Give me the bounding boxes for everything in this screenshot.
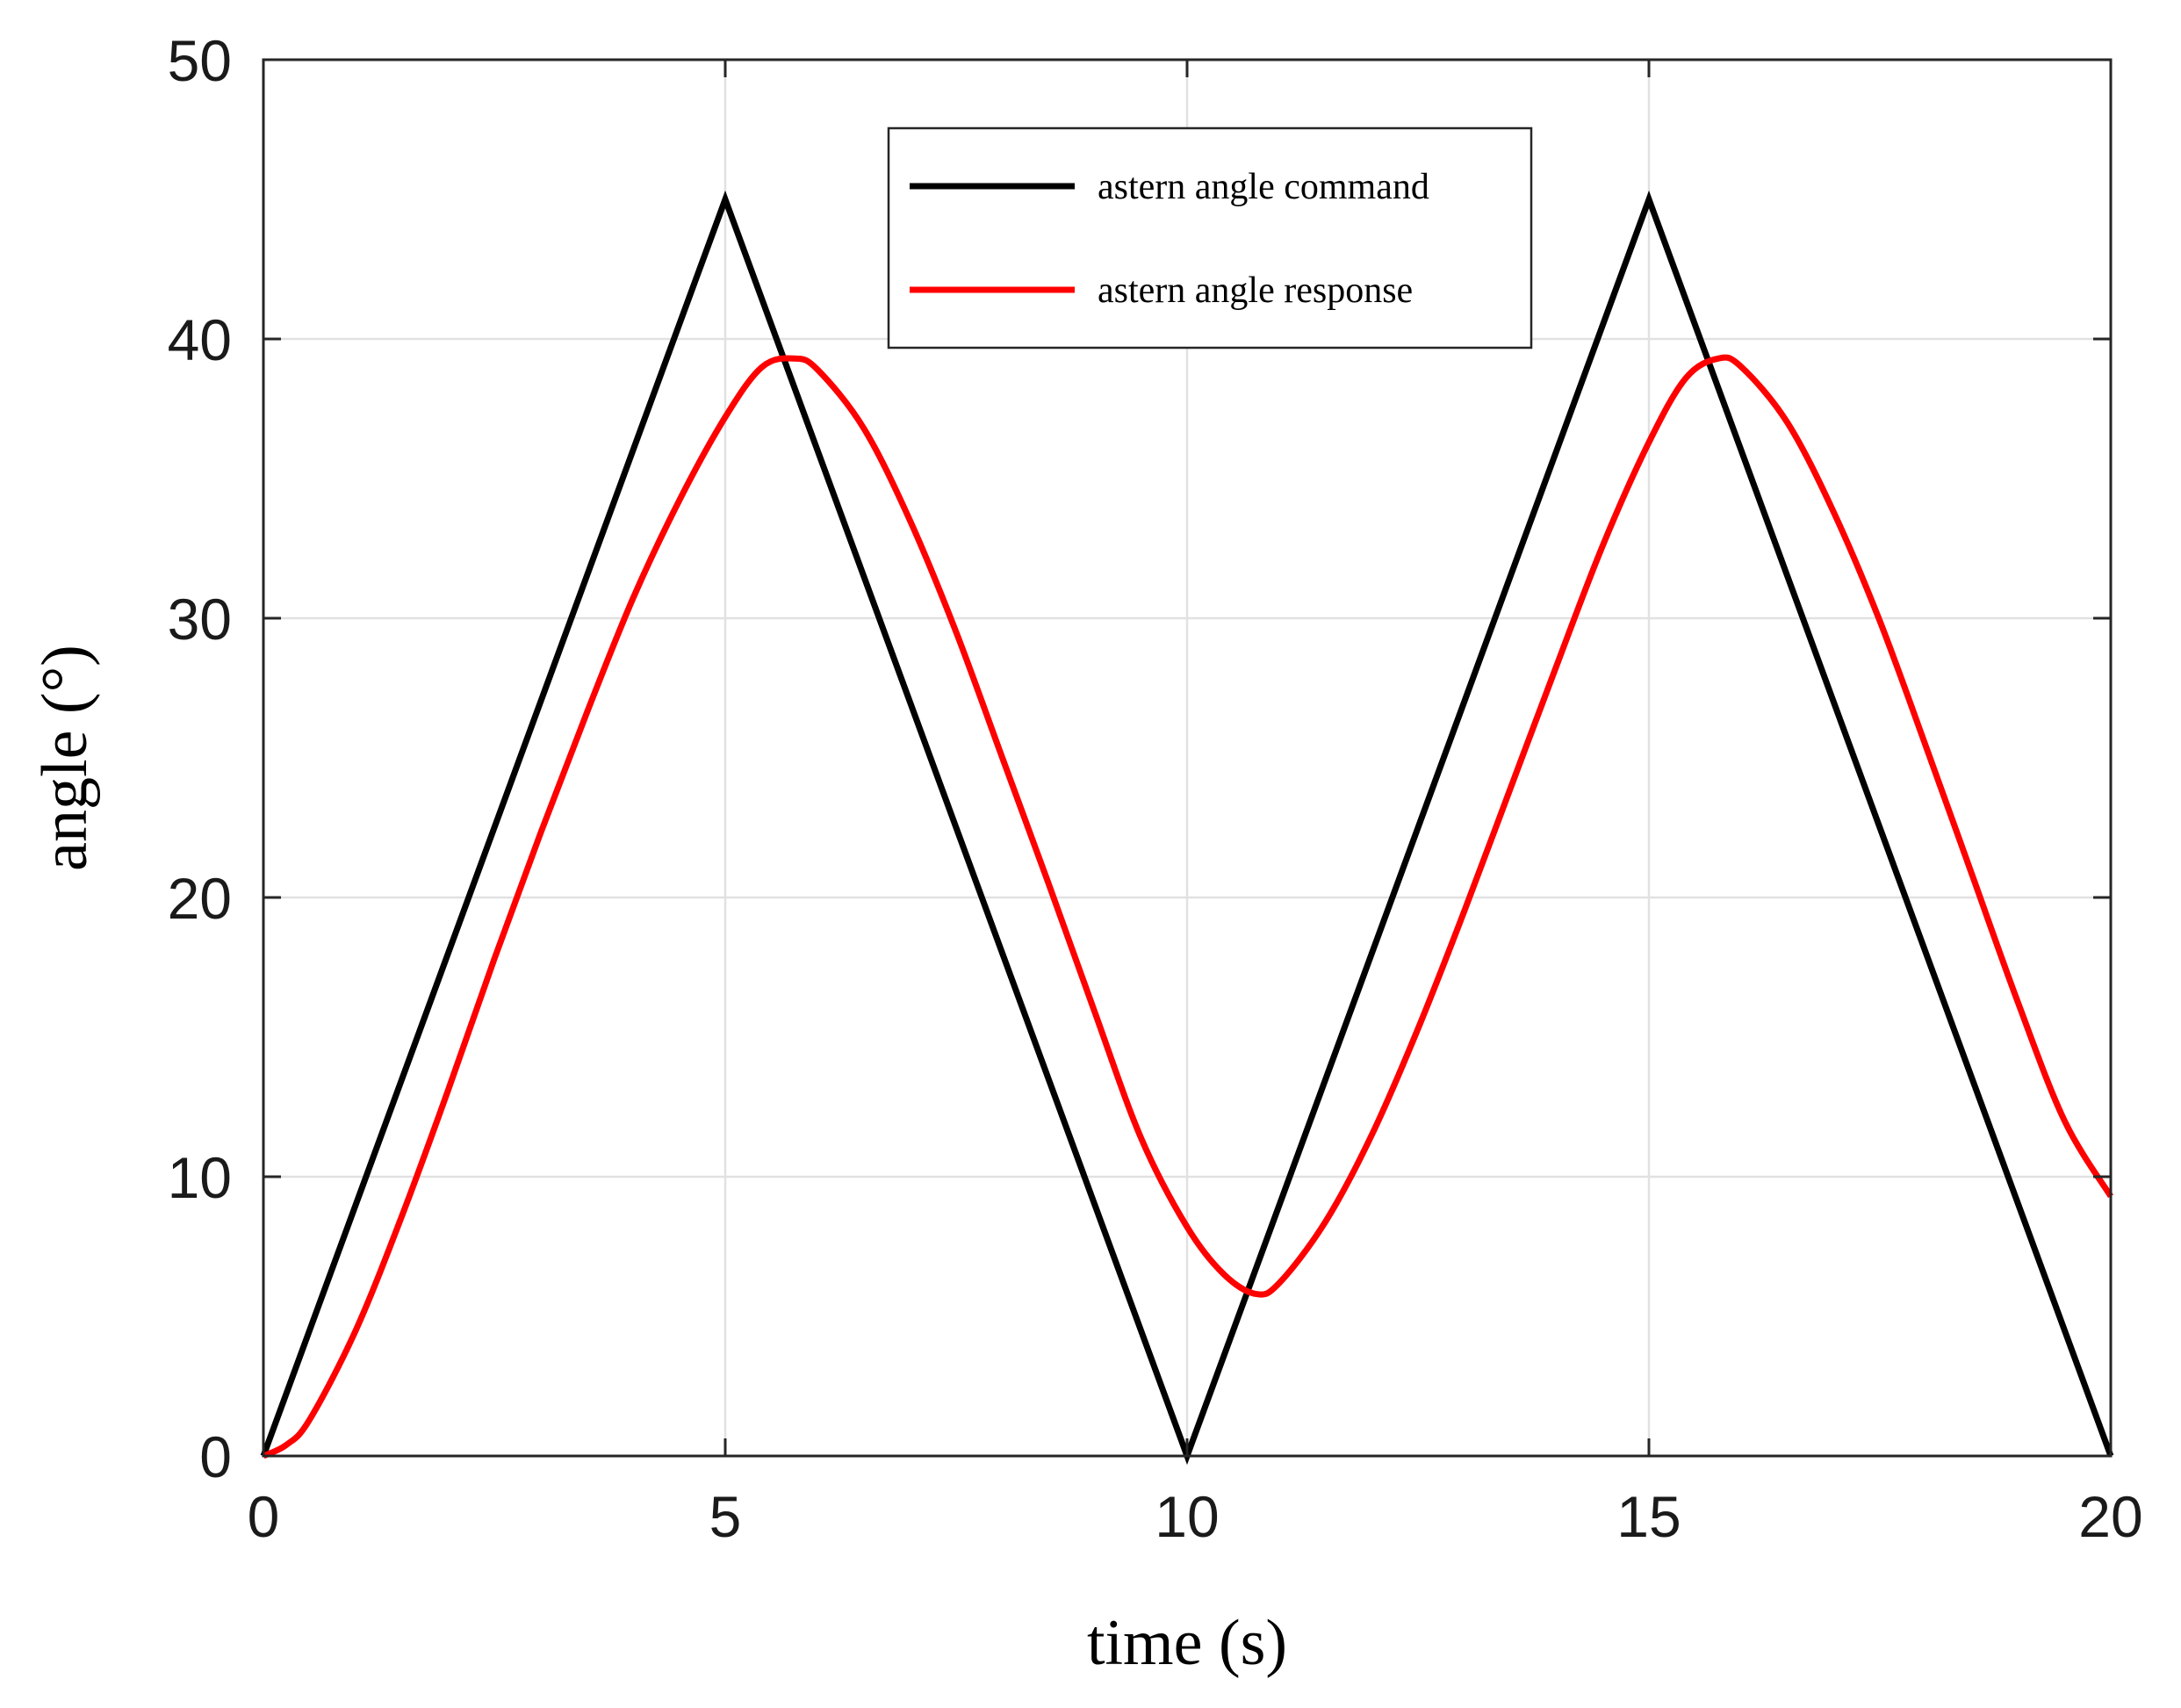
tick-labels: 0 5 10 15 20 0 10 20 30 40 50 [168,28,2143,1549]
y-tick-label-0: 0 [199,1424,232,1489]
legend-label-response: astern angle response [1098,270,1413,311]
x-tick-label-5: 5 [709,1484,742,1549]
x-tick-label-20: 20 [2078,1484,2142,1549]
series-line-response [262,354,2113,1459]
legend: astern angle command astern angle respon… [887,126,1533,350]
y-tick-label-10: 10 [168,1145,232,1210]
y-tick-label-50: 50 [168,28,232,93]
x-tick-label-0: 0 [248,1484,280,1549]
ticks [262,58,2113,1458]
x-axis-title: time (s) [1087,1607,1287,1679]
x-tick-label-15: 15 [1616,1484,1681,1549]
legend-label-command: astern angle command [1098,167,1429,207]
y-tick-label-20: 20 [168,866,232,931]
x-tick-label-10: 10 [1155,1484,1219,1549]
y-tick-label-30: 30 [168,587,232,652]
legend-box [887,126,1533,350]
y-tick-label-40: 40 [168,307,232,372]
y-axis-title: angle (°) [29,645,101,871]
